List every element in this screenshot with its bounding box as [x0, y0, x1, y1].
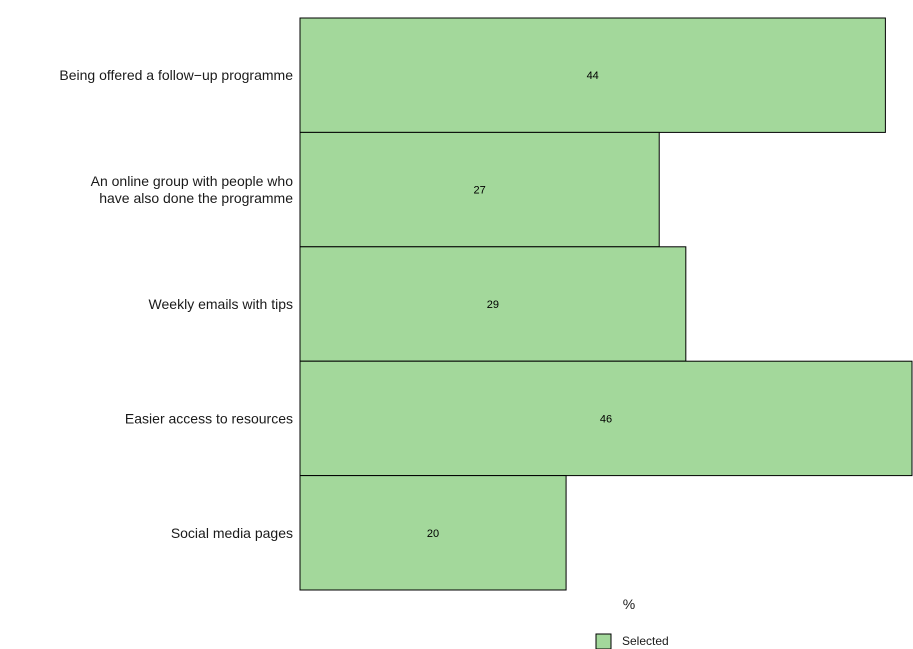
category-label-1-line-1: have also done the programme — [99, 190, 293, 206]
x-axis-label: % — [623, 596, 635, 612]
bar-1 — [299, 131, 660, 248]
category-label-4: Social media pages — [171, 525, 293, 541]
bars — [299, 17, 913, 591]
value-label-1: 27 — [473, 185, 485, 197]
legend-label: Selected — [622, 634, 669, 648]
value-label-2: 29 — [487, 299, 499, 311]
legend-swatch — [595, 633, 612, 649]
category-label-3: Easier access to resources — [125, 410, 293, 426]
bar-0 — [299, 17, 886, 133]
bar-4 — [299, 475, 567, 591]
value-labels: 44 27 29 46 20 — [427, 70, 612, 540]
bar-2 — [299, 246, 687, 362]
value-label-4: 20 — [427, 528, 439, 540]
bar-3 — [299, 360, 913, 477]
value-label-3: 46 — [600, 413, 612, 425]
category-label-2: Weekly emails with tips — [149, 296, 293, 312]
category-label-0: Being offered a follow−up programme — [59, 67, 293, 83]
category-label-1-line-0: An online group with people who — [91, 173, 294, 189]
value-label-0: 44 — [587, 70, 599, 82]
category-labels: Being offered a follow−up programme An on… — [59, 67, 293, 541]
legend: Selected — [595, 633, 669, 649]
